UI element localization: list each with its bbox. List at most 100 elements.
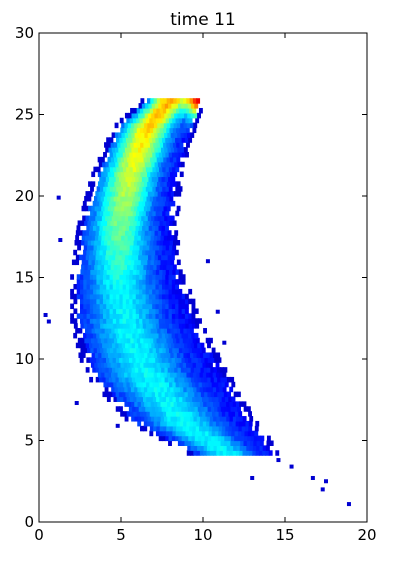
heatmap-cell <box>89 376 94 383</box>
heatmap-cell <box>102 313 107 319</box>
heatmap-cell <box>127 401 132 407</box>
heatmap-cell <box>121 352 125 358</box>
heatmap-cell <box>170 112 175 119</box>
heatmap-cell <box>144 416 149 422</box>
heatmap-cell <box>191 435 196 442</box>
heatmap-cell <box>162 425 167 432</box>
heatmap-cell <box>130 220 134 226</box>
heatmap-cell <box>199 386 204 393</box>
heatmap-cell <box>151 357 156 363</box>
heatmap-cell <box>169 220 174 226</box>
heatmap-cell <box>240 440 245 446</box>
heatmap-cell <box>109 186 114 192</box>
heatmap-cell <box>206 401 211 407</box>
heatmap-cell <box>203 376 208 383</box>
heatmap-cell <box>168 274 173 280</box>
heatmap-cell <box>119 269 124 275</box>
heatmap-cell <box>175 347 180 354</box>
heatmap-cell <box>157 328 162 334</box>
heatmap-cell <box>258 450 263 456</box>
heatmap-cell <box>246 440 251 446</box>
heatmap-cell <box>145 357 150 363</box>
heatmap-cell <box>132 318 137 324</box>
heatmap-cell <box>130 337 135 344</box>
heatmap-cell <box>190 122 194 129</box>
heatmap-cell <box>214 381 219 388</box>
heatmap-cell <box>81 259 86 266</box>
heatmap-cell <box>105 391 110 398</box>
heatmap-cell <box>103 210 108 217</box>
heatmap-cell <box>171 288 176 295</box>
heatmap-cell <box>77 220 82 226</box>
heatmap-cell <box>175 411 180 417</box>
heatmap-cell <box>139 107 144 114</box>
heatmap-cell <box>216 386 220 393</box>
heatmap-cell <box>144 342 149 349</box>
heatmap-cell <box>144 161 149 168</box>
heatmap-cell <box>132 176 136 182</box>
heatmap-cell <box>188 357 192 363</box>
heatmap-cell <box>83 347 88 354</box>
heatmap-cell <box>106 298 111 305</box>
heatmap-cell <box>127 171 132 178</box>
heatmap-cell <box>165 210 170 217</box>
heatmap-cell <box>125 249 130 256</box>
heatmap-cell <box>209 362 213 368</box>
heatmap-cell <box>153 235 158 241</box>
heatmap-cell <box>222 420 227 427</box>
heatmap-cell <box>88 328 93 334</box>
heatmap-cell <box>159 107 164 114</box>
heatmap-cell <box>148 367 152 373</box>
heatmap-cell <box>161 332 166 339</box>
heatmap-cell <box>131 401 135 407</box>
heatmap-cell <box>75 230 80 236</box>
heatmap-cell <box>109 288 114 295</box>
heatmap-cell <box>112 284 117 290</box>
heatmap-cell <box>215 420 220 427</box>
heatmap-cell <box>92 254 97 261</box>
heatmap-cell <box>146 142 151 148</box>
heatmap-cell <box>139 347 144 354</box>
heatmap-cell <box>124 215 129 222</box>
heatmap-cell <box>125 332 130 339</box>
heatmap-cell <box>175 210 180 217</box>
heatmap-cell <box>221 430 226 437</box>
heatmap-cell <box>192 396 197 402</box>
heatmap-cell <box>106 308 111 314</box>
heatmap-cell <box>171 151 176 158</box>
heatmap-cell <box>121 230 126 236</box>
heatmap-cell <box>190 401 194 407</box>
heatmap-cell <box>135 210 140 217</box>
heatmap-cell <box>97 362 102 368</box>
heatmap-cell <box>242 401 247 407</box>
heatmap-cell <box>131 391 136 398</box>
heatmap-cell <box>175 293 179 300</box>
heatmap-cell <box>147 205 152 212</box>
heatmap-cell <box>222 450 227 456</box>
heatmap-cell <box>140 362 145 368</box>
heatmap-cell <box>163 181 168 187</box>
heatmap-cell <box>104 259 109 266</box>
heatmap-cell <box>252 445 257 451</box>
heatmap-cell <box>191 406 196 412</box>
heatmap-cell <box>135 151 140 158</box>
heatmap-cell <box>102 308 107 314</box>
heatmap-cell <box>89 279 94 285</box>
heatmap-cell <box>145 225 150 231</box>
heatmap-cell <box>149 362 154 368</box>
heatmap-cell <box>150 132 155 138</box>
heatmap-cell <box>165 284 170 290</box>
heatmap-cell <box>197 391 202 398</box>
heatmap-cell <box>148 103 153 109</box>
heatmap-cell <box>144 328 148 334</box>
heatmap-cell <box>190 376 195 383</box>
heatmap-cell <box>136 244 141 251</box>
heatmap-cell <box>116 279 120 285</box>
heatmap-cell <box>191 391 195 398</box>
heatmap-cell <box>172 117 177 124</box>
heatmap-cell <box>155 151 160 158</box>
heatmap-cell <box>168 288 173 295</box>
heatmap-cell <box>215 362 220 368</box>
heatmap-cell <box>120 127 125 134</box>
heatmap-cell <box>103 196 108 202</box>
